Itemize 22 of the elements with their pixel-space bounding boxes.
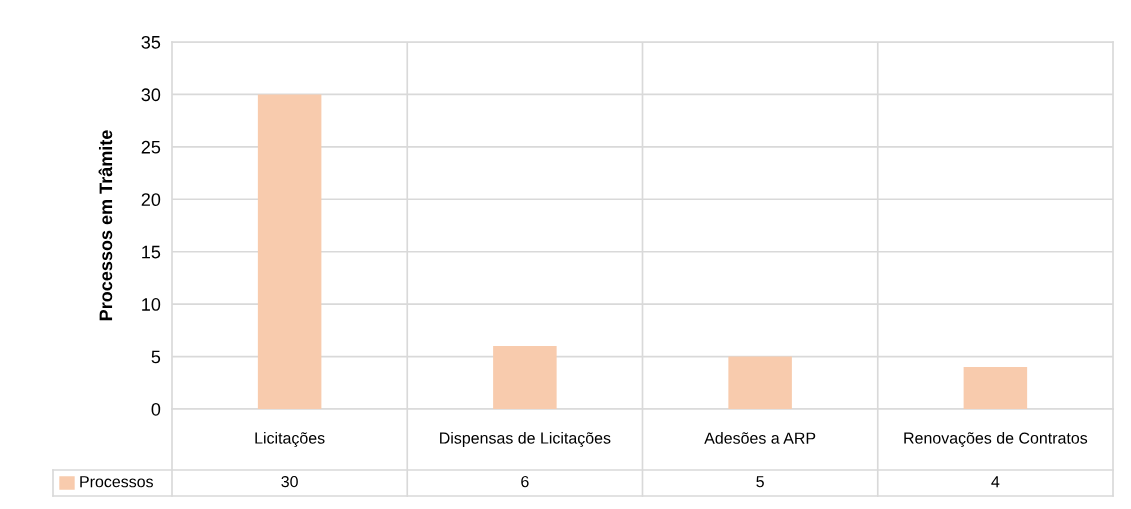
y-tick-label: 30 — [141, 88, 161, 102]
y-tick-label: 0 — [151, 402, 161, 416]
bar — [493, 346, 557, 409]
bar — [257, 94, 322, 409]
y-tick-label: 25 — [141, 140, 161, 154]
data-label: 30 — [281, 475, 298, 488]
y-tick-label: 5 — [151, 350, 161, 364]
bar — [728, 356, 792, 409]
x-tick-label: Licitações — [255, 432, 325, 447]
x-tick-label: Adesões a ARP — [704, 432, 816, 444]
data-label: 5 — [756, 476, 764, 488]
x-tick-label: Dispensas de Licitações — [440, 432, 611, 447]
x-tick-label: Renovações de Contratos — [904, 432, 1088, 447]
y-axis-title: Processos em Trâmite — [98, 130, 113, 321]
legend-label: Processos — [80, 476, 153, 488]
y-tick-label: 10 — [142, 298, 161, 311]
data-label: 6 — [521, 475, 529, 488]
y-tick-label: 20 — [141, 193, 161, 207]
data-label: 4 — [991, 476, 1000, 488]
y-tick-label: 35 — [141, 35, 161, 49]
y-tick-label: 15 — [142, 245, 161, 259]
bar — [963, 367, 1028, 409]
